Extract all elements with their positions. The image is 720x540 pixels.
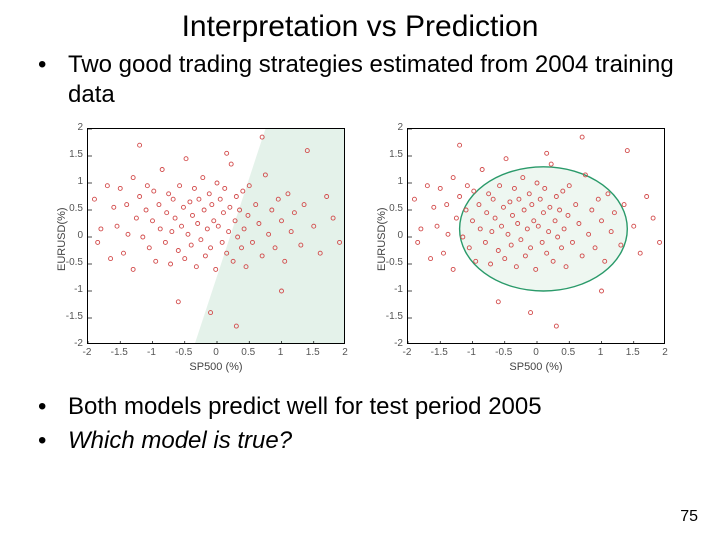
y-tick-label: 1 xyxy=(397,176,403,187)
y-tick-label: -2 xyxy=(394,338,403,349)
x-axis-label: SP500 (%) xyxy=(501,361,571,373)
y-tick-label: -0.5 xyxy=(66,257,83,268)
x-tick-label: -1 xyxy=(142,347,162,358)
y-tick-label: 0 xyxy=(77,230,83,241)
y-tick-label: -1 xyxy=(394,284,403,295)
charts-row: -2 -1.5 -1 -0.5 0 0.5 1 1.5 2 -2 -1.5 -1 -0.5 0 0.5 1 1.… xyxy=(0,114,720,392)
y-tick-label: 1.5 xyxy=(389,149,403,160)
bullet-item: • Which model is true? xyxy=(38,426,682,456)
x-tick-label: 1.5 xyxy=(303,347,323,358)
y-axis-label: EURUSD(%) xyxy=(376,207,388,271)
y-tick-label: 1.5 xyxy=(69,149,83,160)
bullet-text: Which model is true? xyxy=(68,426,292,456)
bullet-mark-icon: • xyxy=(38,392,68,422)
y-tick-label: 2 xyxy=(77,122,83,133)
y-tick-label: -1.5 xyxy=(386,311,403,322)
y-tick-label: 0.5 xyxy=(389,203,403,214)
bullet-text: Both models predict well for test period… xyxy=(68,392,542,422)
x-tick-label: -1.5 xyxy=(109,347,129,358)
y-tick-label: 0.5 xyxy=(69,203,83,214)
page-number: 75 xyxy=(680,508,698,526)
chart-linear-separator: -2-1.5-1-0.500.511.52-2-1.5-1-0.500.511.… xyxy=(45,120,355,380)
x-tick-label: 1.5 xyxy=(623,347,643,358)
x-tick-label: 2 xyxy=(335,347,355,358)
y-axis-label: EURUSD(%) xyxy=(56,207,68,271)
x-tick-label: 2 xyxy=(655,347,675,358)
bullet-list-bottom: • Both models predict well for test peri… xyxy=(0,392,720,456)
x-tick-label: -0.5 xyxy=(494,347,514,358)
x-tick-label: 0.5 xyxy=(558,347,578,358)
y-tick-label: -2 xyxy=(74,338,83,349)
x-tick-label: -0.5 xyxy=(174,347,194,358)
y-tick-label: 1 xyxy=(77,176,83,187)
y-tick-label: -1.5 xyxy=(66,311,83,322)
x-tick-label: 0 xyxy=(206,347,226,358)
x-axis-label: SP500 (%) xyxy=(181,361,251,373)
y-tick-label: 0 xyxy=(397,230,403,241)
chart-ellipse-region: -2-1.5-1-0.500.511.52-2-1.5-1-0.500.511.… xyxy=(365,120,675,380)
bullet-text: Two good trading strategies estimated fr… xyxy=(68,50,682,110)
y-tick-label: 2 xyxy=(397,122,403,133)
slide-title: Interpretation vs Prediction xyxy=(0,0,720,50)
bullet-mark-icon: • xyxy=(38,426,68,456)
x-tick-label: 1 xyxy=(591,347,611,358)
bullet-item: • Two good trading strategies estimated … xyxy=(38,50,682,110)
bullet-item: • Both models predict well for test peri… xyxy=(38,392,682,422)
bullet-mark-icon: • xyxy=(38,50,68,80)
x-tick-label: -1 xyxy=(462,347,482,358)
x-tick-label: 0 xyxy=(526,347,546,358)
bullet-list-top: • Two good trading strategies estimated … xyxy=(0,50,720,110)
y-tick-label: -1 xyxy=(74,284,83,295)
x-tick-label: 0.5 xyxy=(238,347,258,358)
x-tick-label: 1 xyxy=(271,347,291,358)
y-tick-label: -0.5 xyxy=(386,257,403,268)
x-tick-label: -1.5 xyxy=(429,347,449,358)
